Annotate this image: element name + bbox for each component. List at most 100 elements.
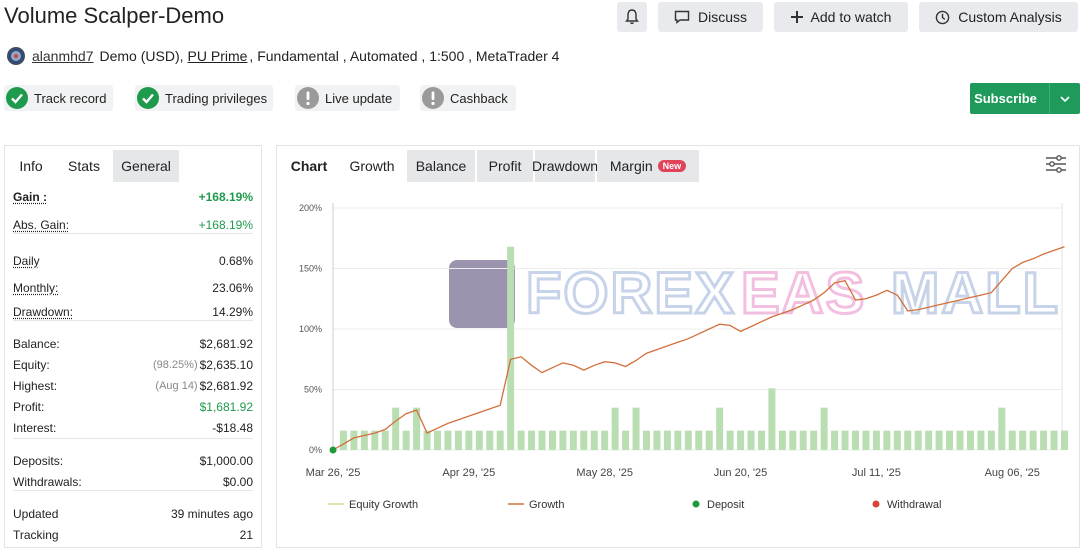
panel-tab[interactable]: Info <box>7 150 55 182</box>
bar <box>705 430 713 450</box>
stat-row: Balance: $2,681.92 <box>13 334 253 354</box>
chart-tab[interactable]: Profit <box>477 150 533 182</box>
tab-label: Drawdown <box>531 158 599 174</box>
button-label: Add to watch <box>810 9 892 25</box>
avatar <box>7 47 25 65</box>
plus-icon <box>790 11 803 23</box>
tab-label: Growth <box>349 158 395 174</box>
bar <box>684 430 692 450</box>
stat-label: Highest: <box>13 379 58 393</box>
stat-row: Profit: $1,681.92 <box>13 397 253 417</box>
legend-item: Deposit <box>692 499 744 511</box>
status-badge: Live update <box>295 85 400 111</box>
bar <box>381 430 389 450</box>
stat-row: Abs. Gain: +168.19% <box>13 215 253 235</box>
stat-value: 39 minutes ago <box>170 507 253 521</box>
meta-line: alanmhd7 Demo (USD), PU Prime , Fundamen… <box>6 46 559 66</box>
stat-row: Updated 39 minutes ago <box>13 504 253 524</box>
stat-label: Gain : <box>13 190 48 204</box>
chart-tab[interactable]: Margin New <box>597 150 699 182</box>
bar <box>998 407 1006 450</box>
stat-value: 14.29% <box>212 305 253 319</box>
bar <box>339 430 347 450</box>
y-tick-label: 0% <box>309 445 322 455</box>
settings-icon[interactable] <box>1045 155 1067 173</box>
bar <box>1040 430 1048 450</box>
chart-tab[interactable]: Balance <box>407 150 475 182</box>
dropdown-toggle[interactable] <box>1049 83 1080 114</box>
series-point <box>329 446 337 454</box>
chart-label: Chart <box>290 158 328 174</box>
stats-panel: Info Stats General Gain : +168.19% Abs. Gain:… <box>4 145 262 548</box>
new-badge: New <box>657 160 687 172</box>
chart-tab[interactable]: Drawdown <box>531 150 599 182</box>
button-label: Subscribe <box>974 91 1037 106</box>
stat-value: 23.06% <box>212 281 253 295</box>
bar <box>580 430 588 450</box>
subscribe-button[interactable]: Subscribe <box>970 83 1080 114</box>
discuss-button[interactable]: Discuss <box>658 2 763 32</box>
broker-link[interactable]: PU Prime <box>187 48 248 64</box>
y-tick-label: 200% <box>299 203 322 213</box>
panel-tab[interactable]: General <box>113 150 179 182</box>
watermark-text: FOREX <box>526 261 736 326</box>
panel-tab[interactable]: Stats <box>57 150 111 182</box>
bar <box>841 430 849 450</box>
bar <box>423 430 431 450</box>
bar <box>517 430 525 450</box>
stat-value: $0.00 <box>222 475 253 489</box>
bar <box>465 430 473 450</box>
y-tick-label: 50% <box>304 385 322 395</box>
stat-value: +168.19% <box>198 218 253 232</box>
bar <box>402 430 410 450</box>
legend-label: Deposit <box>707 499 744 511</box>
bar <box>914 430 922 450</box>
account-details: , Fundamental , Automated , 1:500 , Meta… <box>249 48 560 64</box>
bar <box>350 430 358 450</box>
bar <box>872 430 880 450</box>
bell-icon <box>625 9 639 25</box>
legend-label: Growth <box>529 499 564 511</box>
check-icon <box>6 87 28 109</box>
stat-label: Daily <box>13 254 40 268</box>
bar <box>507 246 515 450</box>
bar <box>757 430 765 450</box>
user-link[interactable]: alanmhd7 <box>32 48 94 64</box>
bar <box>862 430 870 450</box>
bar <box>883 430 891 450</box>
bar <box>1029 430 1037 450</box>
bar <box>778 430 786 450</box>
clock-icon <box>935 10 950 24</box>
watch-button[interactable]: Add to watch <box>774 2 908 32</box>
bar <box>935 430 943 450</box>
legend-label: Withdrawal <box>887 499 941 511</box>
stat-label: Profit: <box>13 400 45 414</box>
button-label: Discuss <box>697 9 747 25</box>
analysis-button[interactable]: Custom Analysis <box>919 2 1078 32</box>
stat-row: Gain : +168.19% <box>13 187 253 207</box>
bar <box>496 430 504 450</box>
bar <box>528 430 536 450</box>
legend-swatch <box>872 500 880 508</box>
stat-value: $2,681.92 <box>199 337 253 351</box>
bar <box>966 430 974 450</box>
x-tick-label: Apr 29, '25 <box>442 467 495 479</box>
stat-label: Balance: <box>13 337 60 351</box>
stat-label: Tracking <box>13 528 59 542</box>
bar <box>611 407 619 450</box>
notify-button[interactable] <box>617 2 647 32</box>
bar <box>643 430 650 450</box>
bar <box>831 430 839 450</box>
bar <box>663 430 671 450</box>
bar <box>987 430 995 450</box>
bar <box>538 430 546 450</box>
bar <box>434 430 441 450</box>
y-tick-label: 150% <box>299 264 322 274</box>
bar <box>569 430 577 450</box>
chart-tab[interactable]: Growth <box>339 150 405 182</box>
series-line <box>332 246 1065 451</box>
stat-label: Drawdown: <box>13 305 74 319</box>
stat-label: Abs. Gain: <box>13 218 70 232</box>
stat-row: Withdrawals: $0.00 <box>13 472 253 492</box>
